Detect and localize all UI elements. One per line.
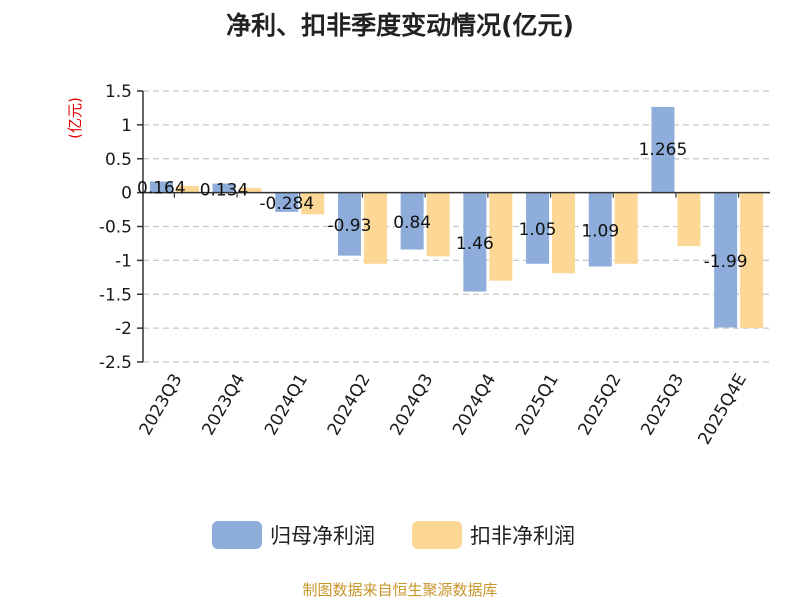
bar-net-profit xyxy=(275,192,299,212)
y-tick-label: 0 xyxy=(121,184,132,204)
data-labels: 0.164 0.134 -0.284 -0.93 0.84 1.46 1.05 1.09 1.2… xyxy=(137,140,748,272)
x-tick-label: 2024Q1 xyxy=(261,371,312,439)
y-axis-unit: (亿元) xyxy=(66,97,84,139)
bar-net-profit xyxy=(212,183,236,193)
x-tick-label: 2024Q4 xyxy=(449,370,500,438)
x-tick-label: 2025Q4E xyxy=(695,371,751,449)
data-label: -0.93 xyxy=(327,216,371,236)
bar-deducted-profit xyxy=(426,192,450,257)
bar-net-profit xyxy=(463,192,487,292)
bar-deducted-profit xyxy=(740,192,764,329)
bar-deducted-profit xyxy=(552,192,576,274)
bar-deducted-profit xyxy=(614,192,638,264)
data-label: 1.09 xyxy=(581,222,619,242)
gridlines xyxy=(143,90,770,363)
y-tick-label: -0.5 xyxy=(99,218,132,238)
data-label: 0.164 xyxy=(137,179,186,199)
data-label: -0.284 xyxy=(259,194,314,214)
bar-net-profit xyxy=(149,181,173,193)
source-note: 制图数据来自恒生聚源数据库 xyxy=(302,581,497,599)
data-label: -1.99 xyxy=(704,252,748,272)
x-tick-label: 2025Q2 xyxy=(575,371,626,439)
x-tick-label: 2024Q3 xyxy=(386,371,437,439)
bar-net-profit xyxy=(588,192,612,267)
y-tick-label: -2 xyxy=(115,319,132,339)
bar-net-profit xyxy=(526,192,550,264)
bar-deducted-profit xyxy=(363,192,387,264)
y-tick-label: 1.5 xyxy=(105,82,132,102)
legend-swatch xyxy=(212,521,262,549)
x-tick-label: 2024Q2 xyxy=(324,371,375,439)
bar-deducted-profit xyxy=(677,192,701,247)
y-tick-label: -2.5 xyxy=(99,353,132,373)
data-label: 1.265 xyxy=(639,140,688,160)
y-tick-label: -1 xyxy=(115,251,132,271)
chart-title: 净利、扣非季度变动情况(亿元) xyxy=(226,11,574,40)
bar-net-profit xyxy=(400,192,424,250)
bar-net-profit xyxy=(714,192,738,328)
legend-label: 扣非净利润 xyxy=(470,524,575,548)
y-tick-label: 1 xyxy=(121,116,132,136)
legend-label: 归母净利润 xyxy=(270,524,375,548)
bar-deducted-profit xyxy=(238,187,262,193)
x-tick-label: 2025Q3 xyxy=(637,371,688,439)
data-label: 1.05 xyxy=(519,220,557,240)
bars xyxy=(149,106,764,329)
x-tick-label: 2023Q4 xyxy=(198,371,249,439)
bar-net-profit xyxy=(337,192,361,256)
x-tick-label: 2023Q3 xyxy=(136,371,187,439)
data-label: 0.134 xyxy=(200,181,249,201)
y-tick-label: 0.5 xyxy=(105,150,132,170)
data-label: 0.84 xyxy=(393,213,431,233)
bar-net-profit xyxy=(651,106,675,193)
legend-swatch xyxy=(412,521,462,549)
data-label: 1.46 xyxy=(456,234,494,254)
bar-deducted-profit xyxy=(175,185,199,193)
y-tick-label: -1.5 xyxy=(99,285,132,305)
legend: 归母净利润 扣非净利润 xyxy=(212,521,575,549)
bar-deducted-profit xyxy=(301,192,325,215)
x-tick-label: 2025Q1 xyxy=(512,371,563,439)
bar-deducted-profit xyxy=(489,192,513,281)
